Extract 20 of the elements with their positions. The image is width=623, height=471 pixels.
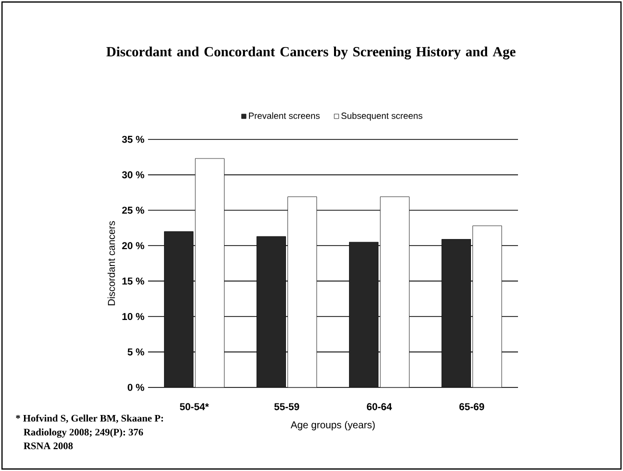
y-tick-label: 0 % (128, 384, 144, 391)
x-axis-title: Age groups (years) (290, 421, 375, 430)
text: * Hofvind S, Geller BM, Skaane P: (16, 414, 163, 424)
x-tick-label: 65-69 (459, 403, 484, 410)
x-tick-label: 60-64 (366, 403, 392, 410)
y-tick-label: 10 % (122, 312, 144, 320)
legend-label: Subsequent screens (341, 112, 422, 121)
y-tick-label: 25 % (122, 206, 144, 214)
text: Radiology 2008; 249(P): 376 (24, 428, 144, 438)
legend-label: Prevalent screens (248, 112, 320, 119)
y-axis-title: Discordant cancers (108, 221, 115, 306)
text: RSNA 2008 (24, 442, 73, 450)
y-tick-label: 15 % (122, 278, 144, 285)
y-tick-label: 20 % (122, 242, 144, 250)
chart-title: Discordant and Concordant Cancers by Screening History and Age (106, 46, 516, 60)
x-tick-label: 55-59 (274, 403, 300, 410)
y-tick-label: 35 % (122, 136, 144, 143)
x-tick-label: 50-54* (180, 403, 209, 410)
y-tick-label: 30 % (122, 171, 144, 178)
y-tick-label: 5 % (128, 348, 144, 356)
